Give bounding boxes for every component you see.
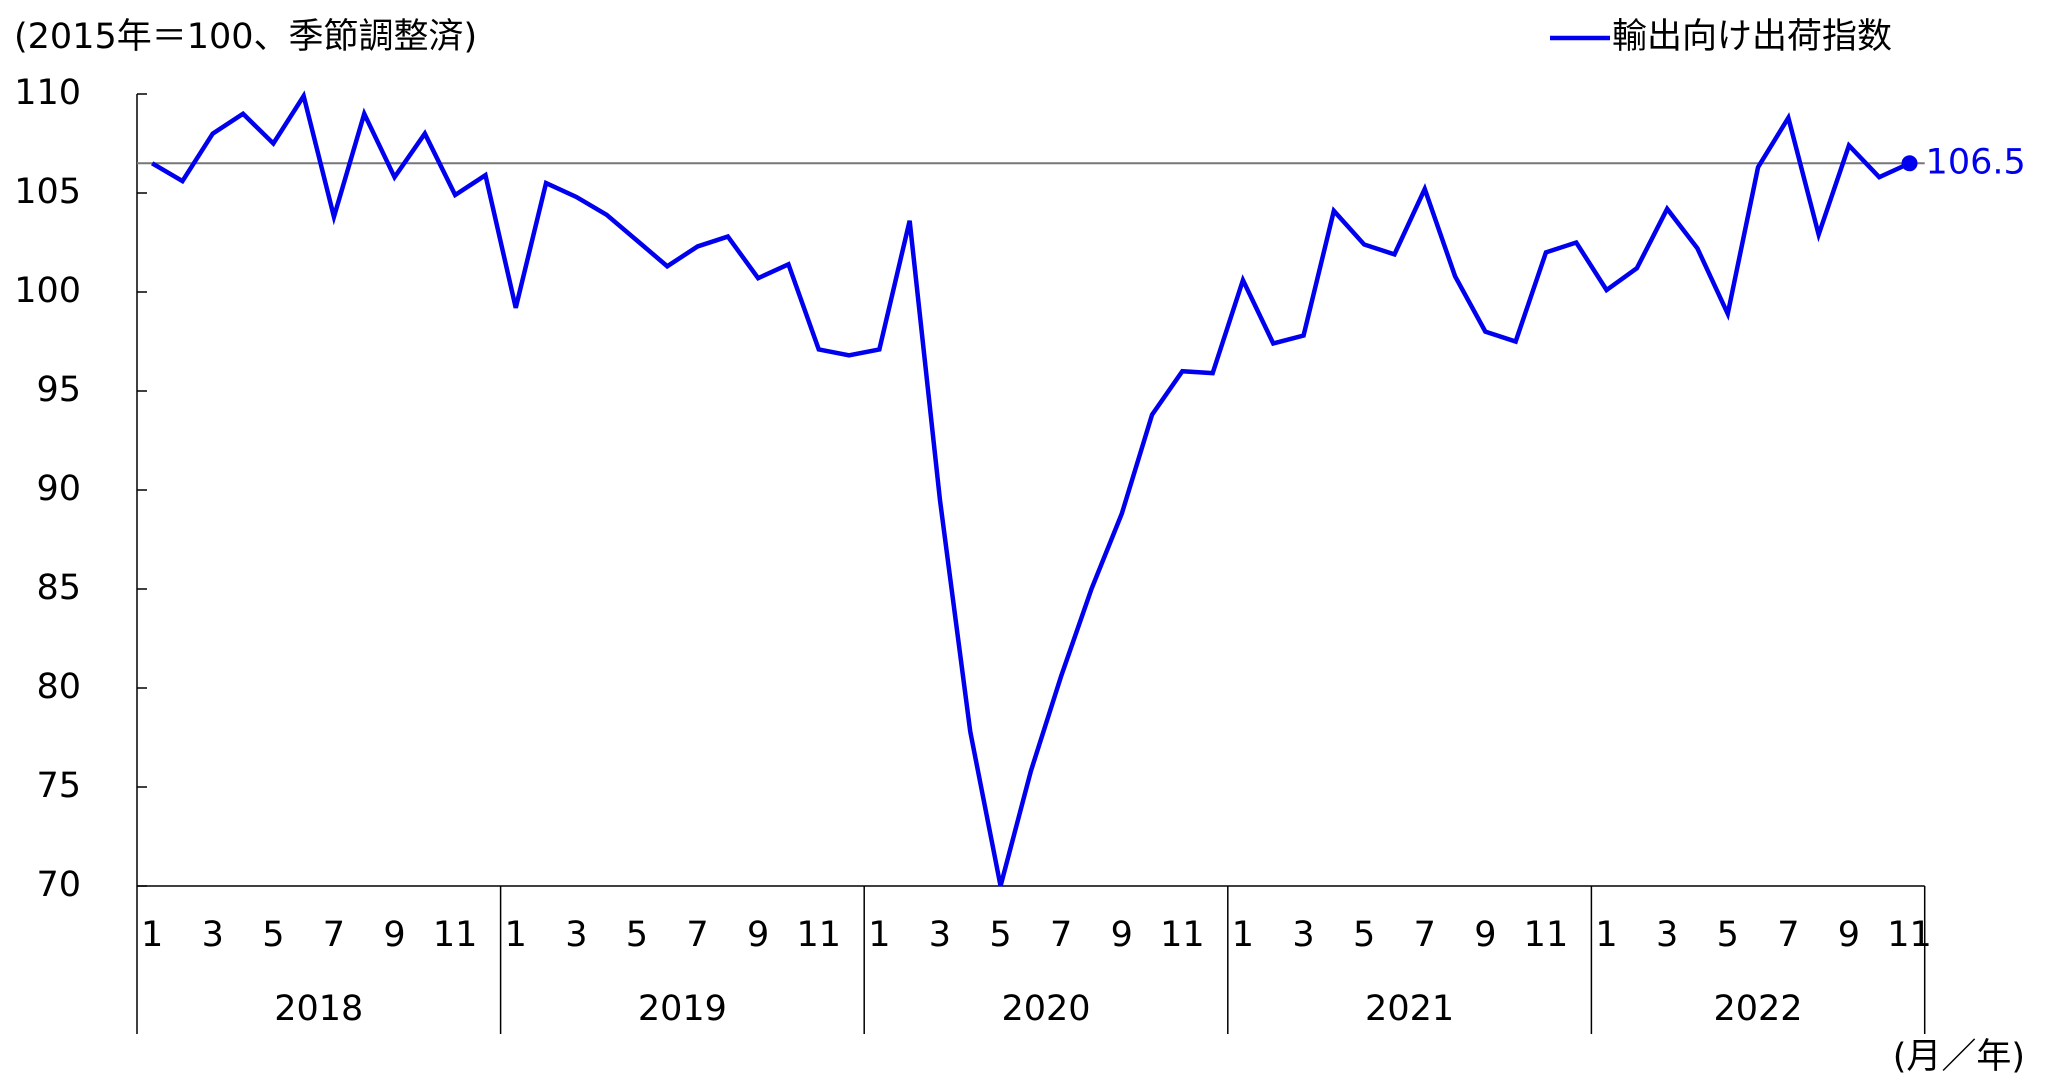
y-tick-label: 90 [36,469,81,509]
x-tick-label: 5 [1353,915,1375,955]
legend-label: 輸出向け出荷指数 [1612,17,1892,57]
group-label: 2018 [274,989,363,1029]
y-tick-label: 85 [36,568,81,608]
x-tick-label: 3 [565,915,587,955]
y-tick-label: 75 [36,766,81,806]
x-tick-label: 11 [796,915,841,955]
x-tick-label: 7 [1050,915,1072,955]
y-tick-label: 105 [14,172,81,212]
y-tick-label: 110 [14,73,81,113]
x-axis-label: (月／年) [1893,1037,2025,1077]
x-tick-label: 1 [1232,915,1254,955]
x-tick-label: 3 [929,915,951,955]
group-label: 2021 [1365,989,1454,1029]
y-tick-label: 95 [36,370,81,410]
x-tick-label: 11 [1524,915,1569,955]
x-tick-label: 9 [383,915,405,955]
x-tick-label: 5 [262,915,284,955]
x-tick-label: 5 [626,915,648,955]
data-label: 106.5 [1926,142,2026,182]
x-tick-label: 1 [141,915,163,955]
x-tick-label: 3 [202,915,224,955]
x-tick-label: 1 [868,915,890,955]
x-tick-label: 5 [1717,915,1739,955]
x-tick-label: 7 [1777,915,1799,955]
x-tick-label: 3 [1656,915,1678,955]
point-marker [1901,155,1918,172]
y-tick-label: 80 [36,667,81,707]
group-label: 2022 [1714,989,1803,1029]
x-tick-label: 7 [1414,915,1436,955]
x-tick-label: 7 [686,915,708,955]
x-tick-label: 1 [505,915,527,955]
x-tick-label: 9 [1111,915,1133,955]
x-tick-label: 11 [1160,915,1205,955]
x-tick-label: 9 [1474,915,1496,955]
x-tick-label: 3 [1292,915,1314,955]
x-tick-label: 1 [1595,915,1617,955]
x-tick-label: 9 [747,915,769,955]
x-tick-label: 11 [433,915,478,955]
y-axis-label: (2015年＝100、季節調整済) [14,17,477,57]
x-tick-label: 9 [1838,915,1860,955]
y-tick-label: 100 [14,271,81,311]
group-label: 2020 [1001,989,1090,1029]
x-tick-label: 5 [989,915,1011,955]
group-label: 2019 [638,989,727,1029]
x-tick-label: 7 [323,915,345,955]
series-line [151,90,1911,887]
y-tick-label: 70 [36,865,81,905]
